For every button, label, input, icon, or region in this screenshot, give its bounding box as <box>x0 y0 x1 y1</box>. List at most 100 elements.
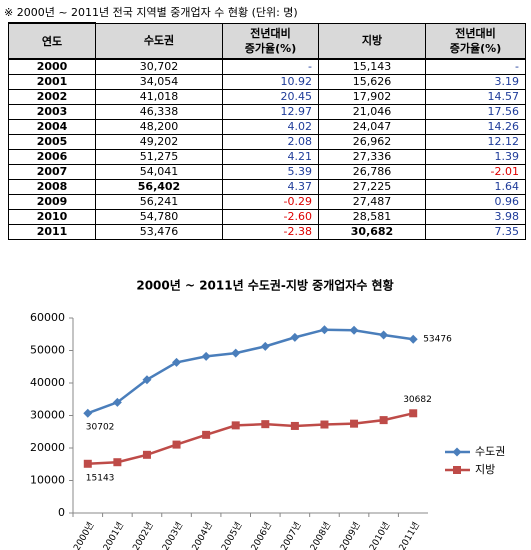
point <box>260 341 270 351</box>
table-cell: 2000 <box>8 58 96 75</box>
table-cell: 26,962 <box>318 134 426 150</box>
chart: 2000년 ~ 2011년 수도권-지방 중개업자수 현황 0 10000 2000… <box>30 278 505 550</box>
table-cell: 5.39 <box>222 164 319 180</box>
table-cell: 21,046 <box>318 104 426 120</box>
doc-title: ※ 2000년 ~ 2011년 전국 지역별 중개업자 수 현황 (단위: 명) <box>4 6 298 19</box>
x-tick-label: 2001년 <box>101 520 126 550</box>
table-cell: 28,581 <box>318 209 426 225</box>
x-tick-label: 2007년 <box>279 520 304 550</box>
point <box>409 409 418 418</box>
table-cell: 15,626 <box>318 74 426 90</box>
data-label: 53476 <box>423 335 452 345</box>
legend-marker <box>453 466 461 474</box>
data-label: 30702 <box>86 423 115 433</box>
header-cell: 전년대비 증가율(%) <box>425 22 526 60</box>
y-tick-label: 50000 <box>30 344 65 357</box>
y-tick-label: 60000 <box>30 311 65 324</box>
table-row: 2007 54,041 5.39 26,786 -2.01 <box>8 164 526 180</box>
table-cell: 14.57 <box>425 89 526 105</box>
table-cell: 30,702 <box>95 58 223 75</box>
table-cell: 2004 <box>8 119 96 135</box>
table-cell: -2.01 <box>425 164 526 180</box>
table-row: 2000 30,702-15,143- <box>8 58 526 75</box>
table-cell: -0.29 <box>222 194 319 210</box>
table-row: 2011 53,476 -2.38 30,682 7.35 <box>8 224 526 240</box>
point <box>113 458 122 467</box>
y-tick-label: 40000 <box>30 376 65 389</box>
x-tick-label: 2009년 <box>338 520 363 550</box>
table-cell: 2008 <box>8 179 96 195</box>
table-cell: 51,275 <box>95 149 223 165</box>
y-tick-label: 30000 <box>30 409 65 422</box>
point <box>290 332 300 342</box>
point <box>142 375 152 385</box>
table-cell: 2002 <box>8 89 96 105</box>
x-tick-label: 2004년 <box>190 520 215 550</box>
chart-title: 2000년 ~ 2011년 수도권-지방 중개업자수 현황 <box>136 278 393 293</box>
table-cell: 2003 <box>8 104 96 120</box>
table-cell: 14.26 <box>425 119 526 135</box>
y-tick-label: 20000 <box>30 441 65 454</box>
legend-marker <box>452 447 462 457</box>
point <box>142 450 151 459</box>
table-row: 2003 46,338 12.97 21,046 17.56 <box>8 104 526 120</box>
point <box>83 459 92 468</box>
point <box>290 421 299 430</box>
table-cell: 2005 <box>8 134 96 150</box>
table-cell: 12.97 <box>222 104 319 120</box>
table-cell: 15,143 <box>318 58 426 75</box>
table-cell: 10.92 <box>222 74 319 90</box>
table-row: 2010 54,780 -2.60 28,581 3.98 <box>8 209 526 225</box>
table-cell: - <box>222 58 319 75</box>
table-cell: 2011 <box>8 224 96 240</box>
table-cell: 56,402 <box>95 179 223 195</box>
table-cell: 27,225 <box>318 179 426 195</box>
x-tick-label: 2010년 <box>367 520 392 550</box>
table-cell: 3.98 <box>425 209 526 225</box>
table-cell: 20.45 <box>222 89 319 105</box>
table-cell: 27,336 <box>318 149 426 165</box>
point <box>261 420 270 429</box>
x-tick-label: 2002년 <box>131 520 156 550</box>
table-cell: 4.37 <box>222 179 319 195</box>
table-cell: 41,018 <box>95 89 223 105</box>
table-cell: 53,476 <box>95 224 223 240</box>
table-row: 2006 51,275 4.21 27,336 1.39 <box>8 149 526 165</box>
data-label: 30682 <box>403 395 432 405</box>
table-cell: 24,047 <box>318 119 426 135</box>
point <box>408 334 418 344</box>
table-cell: 4.02 <box>222 119 319 135</box>
table-cell: 49,202 <box>95 134 223 150</box>
table-cell: 54,041 <box>95 164 223 180</box>
table-cell: 34,054 <box>95 74 223 90</box>
point <box>379 330 389 340</box>
header-cell: 지방 <box>318 22 426 60</box>
table-cell: 0.96 <box>425 194 526 210</box>
table-body: 2000 30,702-15,143-2001 34,054 10.92 15,626 3… <box>8 58 526 240</box>
table-row: 2009 56,241 -0.29 27,487 0.96 <box>8 194 526 210</box>
table-cell: 26,786 <box>318 164 426 180</box>
point <box>202 430 211 439</box>
table-cell: 3.19 <box>425 74 526 90</box>
table-cell: 2006 <box>8 149 96 165</box>
table-cell: 4.21 <box>222 149 319 165</box>
x-tick-label: 2008년 <box>308 520 333 550</box>
point <box>83 408 93 418</box>
y-tick-label: 0 <box>58 506 65 519</box>
table-cell: 1.64 <box>425 179 526 195</box>
table-cell: 2.08 <box>222 134 319 150</box>
table-cell: 7.35 <box>425 224 526 240</box>
table-cell: 2007 <box>8 164 96 180</box>
header-cell: 연도 <box>8 22 96 60</box>
data-label: 15143 <box>86 473 115 483</box>
table-cell: 2010 <box>8 209 96 225</box>
point <box>379 416 388 425</box>
x-tick-label: 2011년 <box>397 520 422 550</box>
point <box>320 420 329 429</box>
table-cell: 17.56 <box>425 104 526 120</box>
table-cell: 54,780 <box>95 209 223 225</box>
table-cell: 48,200 <box>95 119 223 135</box>
table-cell: 12.12 <box>425 134 526 150</box>
table-cell: -2.60 <box>222 209 319 225</box>
